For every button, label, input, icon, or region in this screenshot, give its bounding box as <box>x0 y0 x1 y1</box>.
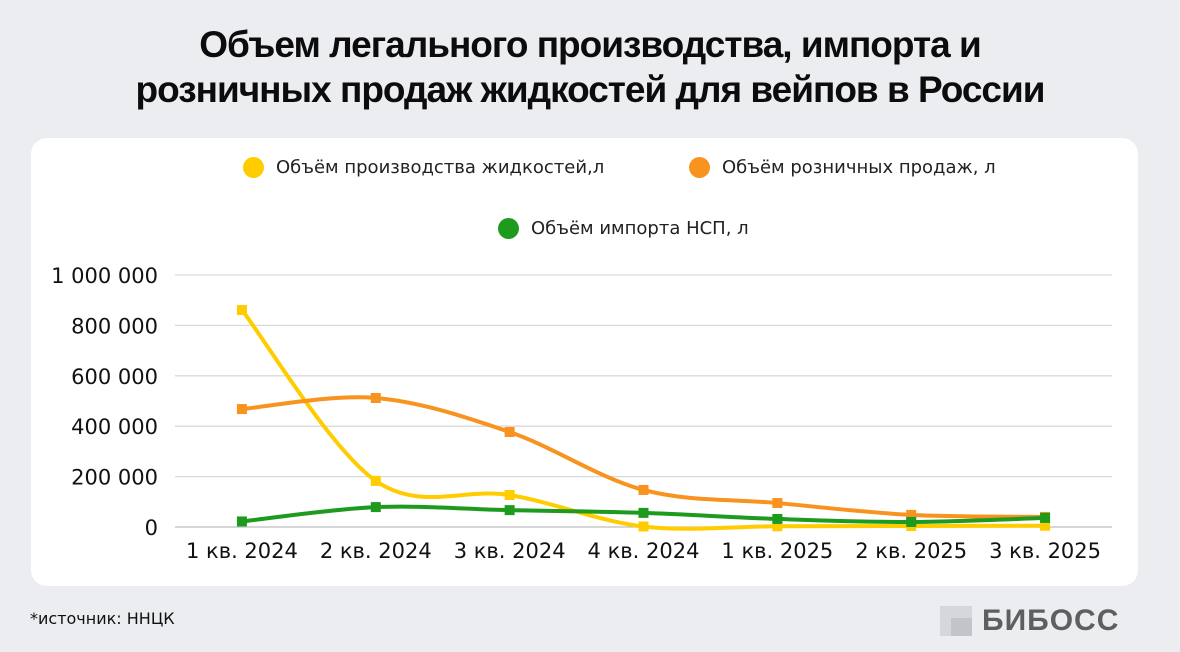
data-point-marker[interactable] <box>906 516 917 527</box>
data-point-marker[interactable] <box>638 484 649 495</box>
y-tick-label: 600 000 <box>71 365 158 389</box>
x-tick-label: 2 кв. 2025 <box>855 539 967 563</box>
chart-title-line-1: Объем легального производства, импорта и <box>199 24 982 65</box>
legend-item-import[interactable]: Объём импорта НСП, л <box>498 218 749 239</box>
brand-logo: БИБОСС <box>940 604 1119 638</box>
series-1 <box>236 392 1051 522</box>
data-point-marker[interactable] <box>772 498 783 509</box>
legend-label: Объём производства жидкостей,л <box>276 157 605 178</box>
data-point-marker[interactable] <box>504 505 515 516</box>
legend-dot-icon <box>498 218 519 239</box>
data-point-marker[interactable] <box>370 475 381 486</box>
data-point-marker[interactable] <box>772 513 783 524</box>
x-tick-label: 4 кв. 2024 <box>588 539 700 563</box>
legend-item-retail[interactable]: Объём розничных продаж, л <box>689 157 996 178</box>
data-point-marker[interactable] <box>638 521 649 532</box>
x-tick-label: 1 кв. 2025 <box>721 539 833 563</box>
y-tick-label: 800 000 <box>71 314 158 338</box>
data-point-marker[interactable] <box>772 521 783 532</box>
series-0 <box>236 305 1051 532</box>
y-axis-ticks: 0 200 000 400 000 600 000 800 000 1 000 000 <box>51 264 158 540</box>
data-point-marker[interactable] <box>906 509 917 520</box>
legend-dot-icon <box>689 157 710 178</box>
legend-dot-icon <box>243 157 264 178</box>
source-note: *источник: ННЦК <box>30 609 175 628</box>
gridlines <box>175 274 1112 528</box>
data-point-marker[interactable] <box>1040 512 1051 523</box>
data-point-marker[interactable] <box>370 392 381 403</box>
data-point-marker[interactable] <box>638 507 649 518</box>
y-tick-label: 0 <box>145 516 158 540</box>
data-point-marker[interactable] <box>504 489 515 500</box>
series-line <box>239 395 1048 519</box>
series-2 <box>236 502 1051 527</box>
data-point-marker[interactable] <box>236 516 247 527</box>
legend-item-production[interactable]: Объём производства жидкостей,л <box>243 157 604 178</box>
legend-label: Объём розничных продаж, л <box>722 157 996 178</box>
data-series <box>236 305 1051 532</box>
data-point-marker[interactable] <box>236 305 247 316</box>
chart-title-line-2: розничных продаж жидкостей для вейпов в … <box>135 69 1046 110</box>
series-line <box>239 308 1048 531</box>
x-tick-label: 3 кв. 2024 <box>454 539 566 563</box>
x-axis-ticks: 1 кв. 2024 2 кв. 2024 3 кв. 2024 4 кв. 2024… <box>186 539 1101 563</box>
logo-mark-icon <box>940 606 972 636</box>
data-point-marker[interactable] <box>504 426 515 437</box>
x-tick-label: 1 кв. 2024 <box>186 539 298 563</box>
data-point-marker[interactable] <box>370 502 381 513</box>
chart-title: Объем легального производства, импорта и… <box>0 22 1180 112</box>
y-tick-label: 200 000 <box>71 466 158 490</box>
legend-label: Объём импорта НСП, л <box>531 218 749 239</box>
y-tick-label: 400 000 <box>71 415 158 439</box>
logo-text: БИБОСС <box>982 604 1120 637</box>
x-tick-label: 2 кв. 2024 <box>320 539 432 563</box>
data-point-marker[interactable] <box>1040 520 1051 531</box>
y-tick-label: 1 000 000 <box>51 264 158 288</box>
x-tick-label: 3 кв. 2025 <box>989 539 1101 563</box>
data-point-marker[interactable] <box>236 404 247 415</box>
